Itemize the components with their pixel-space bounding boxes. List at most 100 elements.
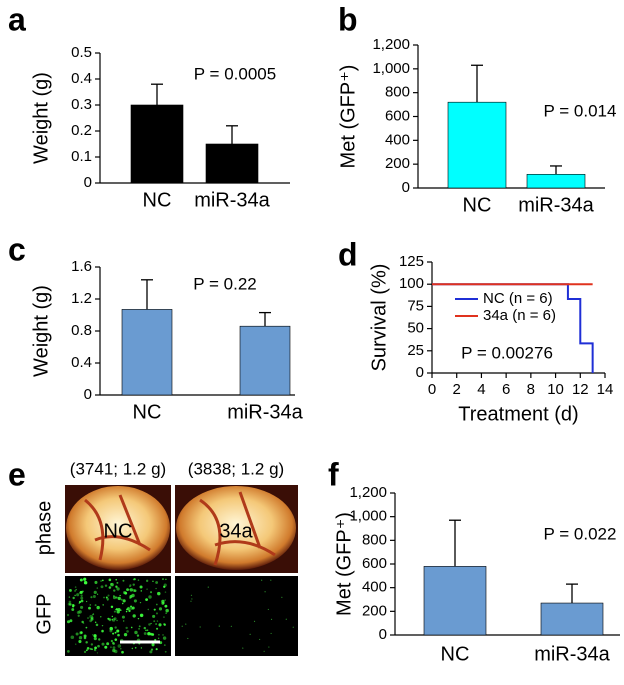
bar <box>239 325 291 396</box>
gfp-dot <box>150 632 153 636</box>
gfp-dot <box>120 598 123 601</box>
gfp-dot <box>79 578 83 582</box>
gfp-dot <box>136 634 140 637</box>
gfp-dot <box>148 623 151 626</box>
gfp-dot <box>109 626 114 631</box>
panel-letter: b <box>338 1 358 37</box>
gfp-dot <box>123 632 128 637</box>
gfp-dot <box>114 631 117 634</box>
gfp-dot <box>259 638 261 641</box>
gfp-dot <box>88 606 91 610</box>
gfp-dot <box>114 649 118 654</box>
gfp-dot <box>80 594 83 597</box>
gfp-dot <box>268 646 270 648</box>
y-axis-label: Met (GFP⁺) <box>337 65 359 169</box>
gfp-image <box>175 576 298 656</box>
bar <box>121 309 173 396</box>
image-caption: (3838; 1.2 g) <box>188 459 284 478</box>
gfp-dot <box>92 614 94 616</box>
gfp-dot <box>164 650 167 653</box>
gfp-dot <box>285 618 287 620</box>
gfp-dot <box>134 646 137 649</box>
gfp-dot <box>218 625 220 627</box>
gfp-dot <box>121 615 125 619</box>
bar <box>526 173 586 189</box>
gfp-dot <box>137 617 140 620</box>
gfp-dot <box>128 606 130 609</box>
gfp-dot <box>108 578 112 582</box>
gfp-dot <box>129 606 133 610</box>
gfp-dot <box>78 610 82 614</box>
gfp-dot <box>87 617 89 620</box>
gfp-dot <box>163 616 165 618</box>
gfp-dot <box>112 648 116 653</box>
gfp-dot <box>78 600 82 604</box>
bar <box>540 602 604 636</box>
gfp-dot <box>72 596 75 600</box>
gfp-dot <box>81 620 84 624</box>
gfp-dot <box>93 590 97 594</box>
gfp-dot <box>117 633 120 637</box>
gfp-dot <box>112 632 115 635</box>
gfp-dot <box>85 641 88 644</box>
gfp-dot <box>154 638 157 641</box>
gfp-dot <box>161 601 165 605</box>
panel-letter: f <box>328 456 339 492</box>
row-label: GFP <box>33 593 55 634</box>
gfp-dot <box>72 604 75 607</box>
gfp-dot <box>145 598 148 602</box>
gfp-dot <box>134 630 138 635</box>
bar <box>130 104 184 184</box>
gfp-dot <box>94 646 97 650</box>
gfp-dot <box>153 608 156 611</box>
gfp-dot <box>111 619 113 621</box>
gfp-dot <box>155 587 157 590</box>
gfp-dot <box>185 623 187 625</box>
gfp-dot <box>106 597 110 601</box>
gfp-dot <box>181 625 183 627</box>
gfp-dot <box>66 613 70 617</box>
gfp-dot <box>79 590 83 594</box>
image-label: 34a <box>219 520 253 542</box>
gfp-dot <box>122 579 125 582</box>
x-tick-label: NC <box>463 194 492 216</box>
x-tick-label: NC <box>133 401 162 423</box>
gfp-dot <box>149 650 153 654</box>
x-tick-label: 6 <box>502 381 510 398</box>
x-tick-label: miR-34a <box>518 194 594 216</box>
gfp-dot <box>89 604 92 606</box>
gfp-dot <box>190 594 193 596</box>
gfp-dot <box>164 591 167 593</box>
gfp-dot <box>155 603 158 606</box>
gfp-dot <box>122 620 125 622</box>
gfp-dot <box>102 604 104 606</box>
y-tick-label: 600 <box>362 555 387 572</box>
gfp-dot <box>150 648 154 651</box>
gfp-dot <box>116 587 120 591</box>
gfp-dot <box>146 629 149 631</box>
gfp-dot <box>85 626 88 629</box>
gfp-dot <box>133 599 137 603</box>
gfp-dot <box>76 611 80 615</box>
gfp-dot <box>155 612 158 615</box>
y-tick-label: 1.6 <box>71 258 92 275</box>
gfp-dot <box>67 650 70 653</box>
gfp-dot <box>74 586 77 588</box>
gfp-dot <box>162 636 167 640</box>
gfp-dot <box>113 610 116 613</box>
gfp-dot <box>107 599 109 601</box>
y-tick-label: 0 <box>84 386 92 403</box>
gfp-dot <box>94 621 97 624</box>
gfp-dot <box>121 650 124 654</box>
gfp-dot <box>113 617 117 621</box>
gfp-dot <box>158 633 160 636</box>
annotation: P = 0.00276 <box>461 343 553 362</box>
gfp-dot <box>110 639 114 643</box>
gfp-dot <box>82 622 85 624</box>
gfp-dot <box>264 591 266 593</box>
gfp-dot <box>147 632 151 636</box>
gfp-dot <box>157 591 161 596</box>
gfp-dot <box>132 583 135 586</box>
gfp-dot <box>101 629 104 633</box>
gfp-dot <box>121 602 124 605</box>
